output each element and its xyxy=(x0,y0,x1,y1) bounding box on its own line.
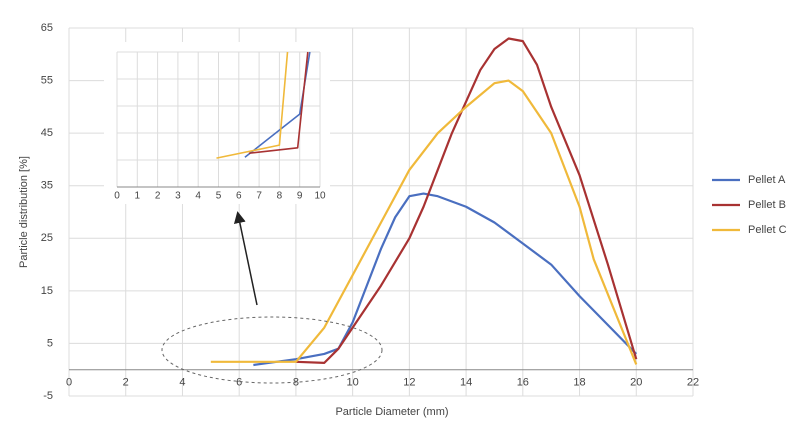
x-tick-label: 10 xyxy=(314,191,326,202)
series-line xyxy=(210,79,638,365)
x-tick-label: 16 xyxy=(517,377,529,389)
x-tick-label: 4 xyxy=(195,191,201,202)
series-line xyxy=(253,192,638,367)
x-tick-label: 7 xyxy=(256,191,262,202)
x-tick-label: 2 xyxy=(123,377,129,389)
legend-label: Pellet B xyxy=(748,199,786,211)
y-tick-label: 25 xyxy=(41,232,53,244)
legend-label: Pellet A xyxy=(748,174,786,186)
legend: Pellet A Pellet B Pellet C xyxy=(712,174,787,236)
highlight-ellipse xyxy=(161,316,383,384)
x-tick-label: 2 xyxy=(155,191,161,202)
x-tick-label: 10 xyxy=(347,377,359,389)
y-tick-label: -5 xyxy=(43,390,53,402)
x-tick-label: 8 xyxy=(277,191,283,202)
y-axis-title: Particle distribution [%] xyxy=(18,156,30,268)
x-tick-label: 6 xyxy=(236,191,242,202)
x-tick-label: 1 xyxy=(135,191,141,202)
y-tick-label: 35 xyxy=(41,180,53,192)
series-line xyxy=(244,51,311,158)
y-tick-label: 45 xyxy=(41,127,53,139)
series-line xyxy=(295,37,638,364)
x-tick-label: 14 xyxy=(460,377,472,389)
x-tick-label: 20 xyxy=(630,377,642,389)
x-tick-label: 6 xyxy=(236,377,242,389)
legend-label: Pellet C xyxy=(748,224,787,236)
x-tick-label: 0 xyxy=(114,191,120,202)
inset-background xyxy=(104,42,330,204)
x-tick-label: 18 xyxy=(573,377,585,389)
y-tick-label: 15 xyxy=(41,285,53,297)
y-tick-label: 65 xyxy=(41,22,53,34)
series-line xyxy=(248,51,309,155)
x-axis-title: Particle Diameter (mm) xyxy=(335,406,448,418)
x-tick-label: 3 xyxy=(175,191,181,202)
x-tick-label: 12 xyxy=(403,377,415,389)
series-line xyxy=(216,51,289,159)
y-tick-label: 55 xyxy=(41,74,53,86)
x-tick-label: 9 xyxy=(297,191,303,202)
x-tick-label: 4 xyxy=(179,377,185,389)
inset-plot: 0 1 2 3 4 5 6 7 8 9 10 xyxy=(114,51,326,202)
x-tick-label: 0 xyxy=(66,377,72,389)
x-tick-label: 5 xyxy=(216,191,222,202)
arrow xyxy=(233,211,258,306)
x-tick-label: 22 xyxy=(687,377,699,389)
y-tick-label: 5 xyxy=(47,337,53,349)
